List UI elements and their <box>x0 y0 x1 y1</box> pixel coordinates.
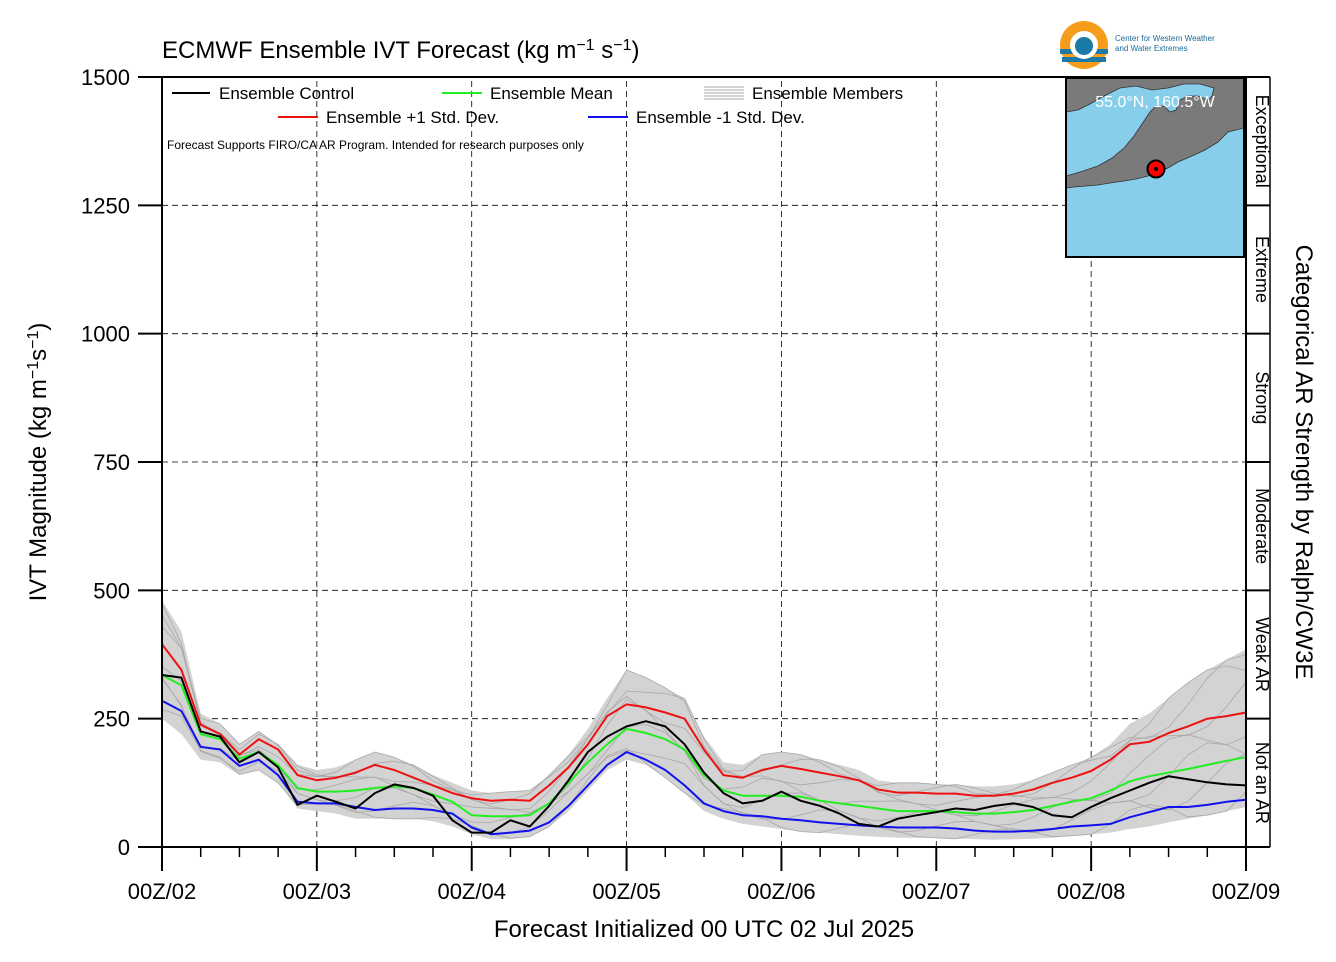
x-tick-label: 00Z/07 <box>902 879 971 904</box>
cw3e-logo: Center for Western Weather and Water Ext… <box>1060 21 1215 69</box>
legend: Ensemble Control Ensemble Mean Ensemble … <box>167 84 903 152</box>
research-note: Forecast Supports FIRO/CA AR Program. In… <box>167 138 584 152</box>
category-label: Not an AR <box>1252 742 1272 824</box>
logo-text-line1: Center for Western Weather <box>1115 34 1215 43</box>
y-tick-label: 500 <box>93 578 130 603</box>
right-axis-label: Categorical AR Strength by Ralph/CW3E <box>1290 245 1317 680</box>
inset-map: 55.0°N, 160.5°W <box>1065 77 1245 258</box>
category-label: Strong <box>1252 371 1272 424</box>
series-line-ensemble-mean <box>161 674 1247 818</box>
y-tick-label: 0 <box>118 835 130 860</box>
logo-text-line2: and Water Extremes <box>1115 44 1188 53</box>
x-tick-label: 00Z/02 <box>128 879 197 904</box>
inset-map-frame <box>1065 77 1245 258</box>
legend-label-members: Ensemble Members <box>752 84 903 103</box>
legend-label-control: Ensemble Control <box>219 84 354 103</box>
y-tick-label: 1500 <box>81 65 130 90</box>
x-axis-label: Forecast Initialized 00 UTC 02 Jul 2025 <box>494 916 914 943</box>
water-drop-icon <box>1075 37 1093 55</box>
x-tick-label: 00Z/05 <box>592 879 661 904</box>
x-tick-label: 00Z/09 <box>1212 879 1281 904</box>
ensemble-member-line <box>161 614 1247 796</box>
inset-map-land <box>1065 77 1245 189</box>
legend-label-plus-std: Ensemble +1 Std. Dev. <box>326 108 499 127</box>
x-axis: 00Z/02 00Z/03 00Z/04 00Z/05 00Z/06 00Z/07 00Z/… <box>128 847 1281 904</box>
y-tick-label: 750 <box>93 450 130 475</box>
x-tick-label: 00Z/06 <box>747 879 816 904</box>
series-line-ensemble-control <box>161 674 1247 834</box>
y-axis-label: IVT Magnitude (kg m−1s−1) <box>25 323 53 602</box>
ensemble-member-line <box>161 666 1247 817</box>
inset-location-label: 55.0°N, 160.5°W <box>1095 94 1215 111</box>
x-tick-label: 00Z/08 <box>1057 879 1126 904</box>
category-label: Moderate <box>1252 488 1272 564</box>
right-category-axis: Not an AR Weak AR Moderate Strong Extreme Exc… <box>1246 76 1272 848</box>
location-marker-center <box>1154 167 1158 171</box>
logo-wave-2 <box>1062 57 1106 62</box>
y-tick-label: 1250 <box>81 193 130 218</box>
y-tick-label: 250 <box>93 707 130 732</box>
category-label: Weak AR <box>1252 617 1272 692</box>
ensemble-members-band <box>162 600 1246 840</box>
legend-swatch-members <box>704 86 744 100</box>
series-line-ensemble-1-std-dev- <box>161 643 1247 802</box>
y-tick-label: 1000 <box>81 322 130 347</box>
ensemble-member-line <box>161 708 1247 840</box>
y-axis: 0 250 500 750 1000 1250 1500 <box>81 65 162 860</box>
legend-label-mean: Ensemble Mean <box>490 84 613 103</box>
category-label: Extreme <box>1252 236 1272 303</box>
series-lines <box>161 643 1247 836</box>
chart-title: ECMWF Ensemble IVT Forecast (kg m−1 s−1) <box>162 37 639 65</box>
x-tick-label: 00Z/04 <box>437 879 506 904</box>
legend-label-minus-std: Ensemble -1 Std. Dev. <box>636 108 805 127</box>
members-spread-area <box>162 600 1246 840</box>
category-label: Exceptional <box>1252 95 1272 188</box>
x-tick-label: 00Z/03 <box>283 879 352 904</box>
